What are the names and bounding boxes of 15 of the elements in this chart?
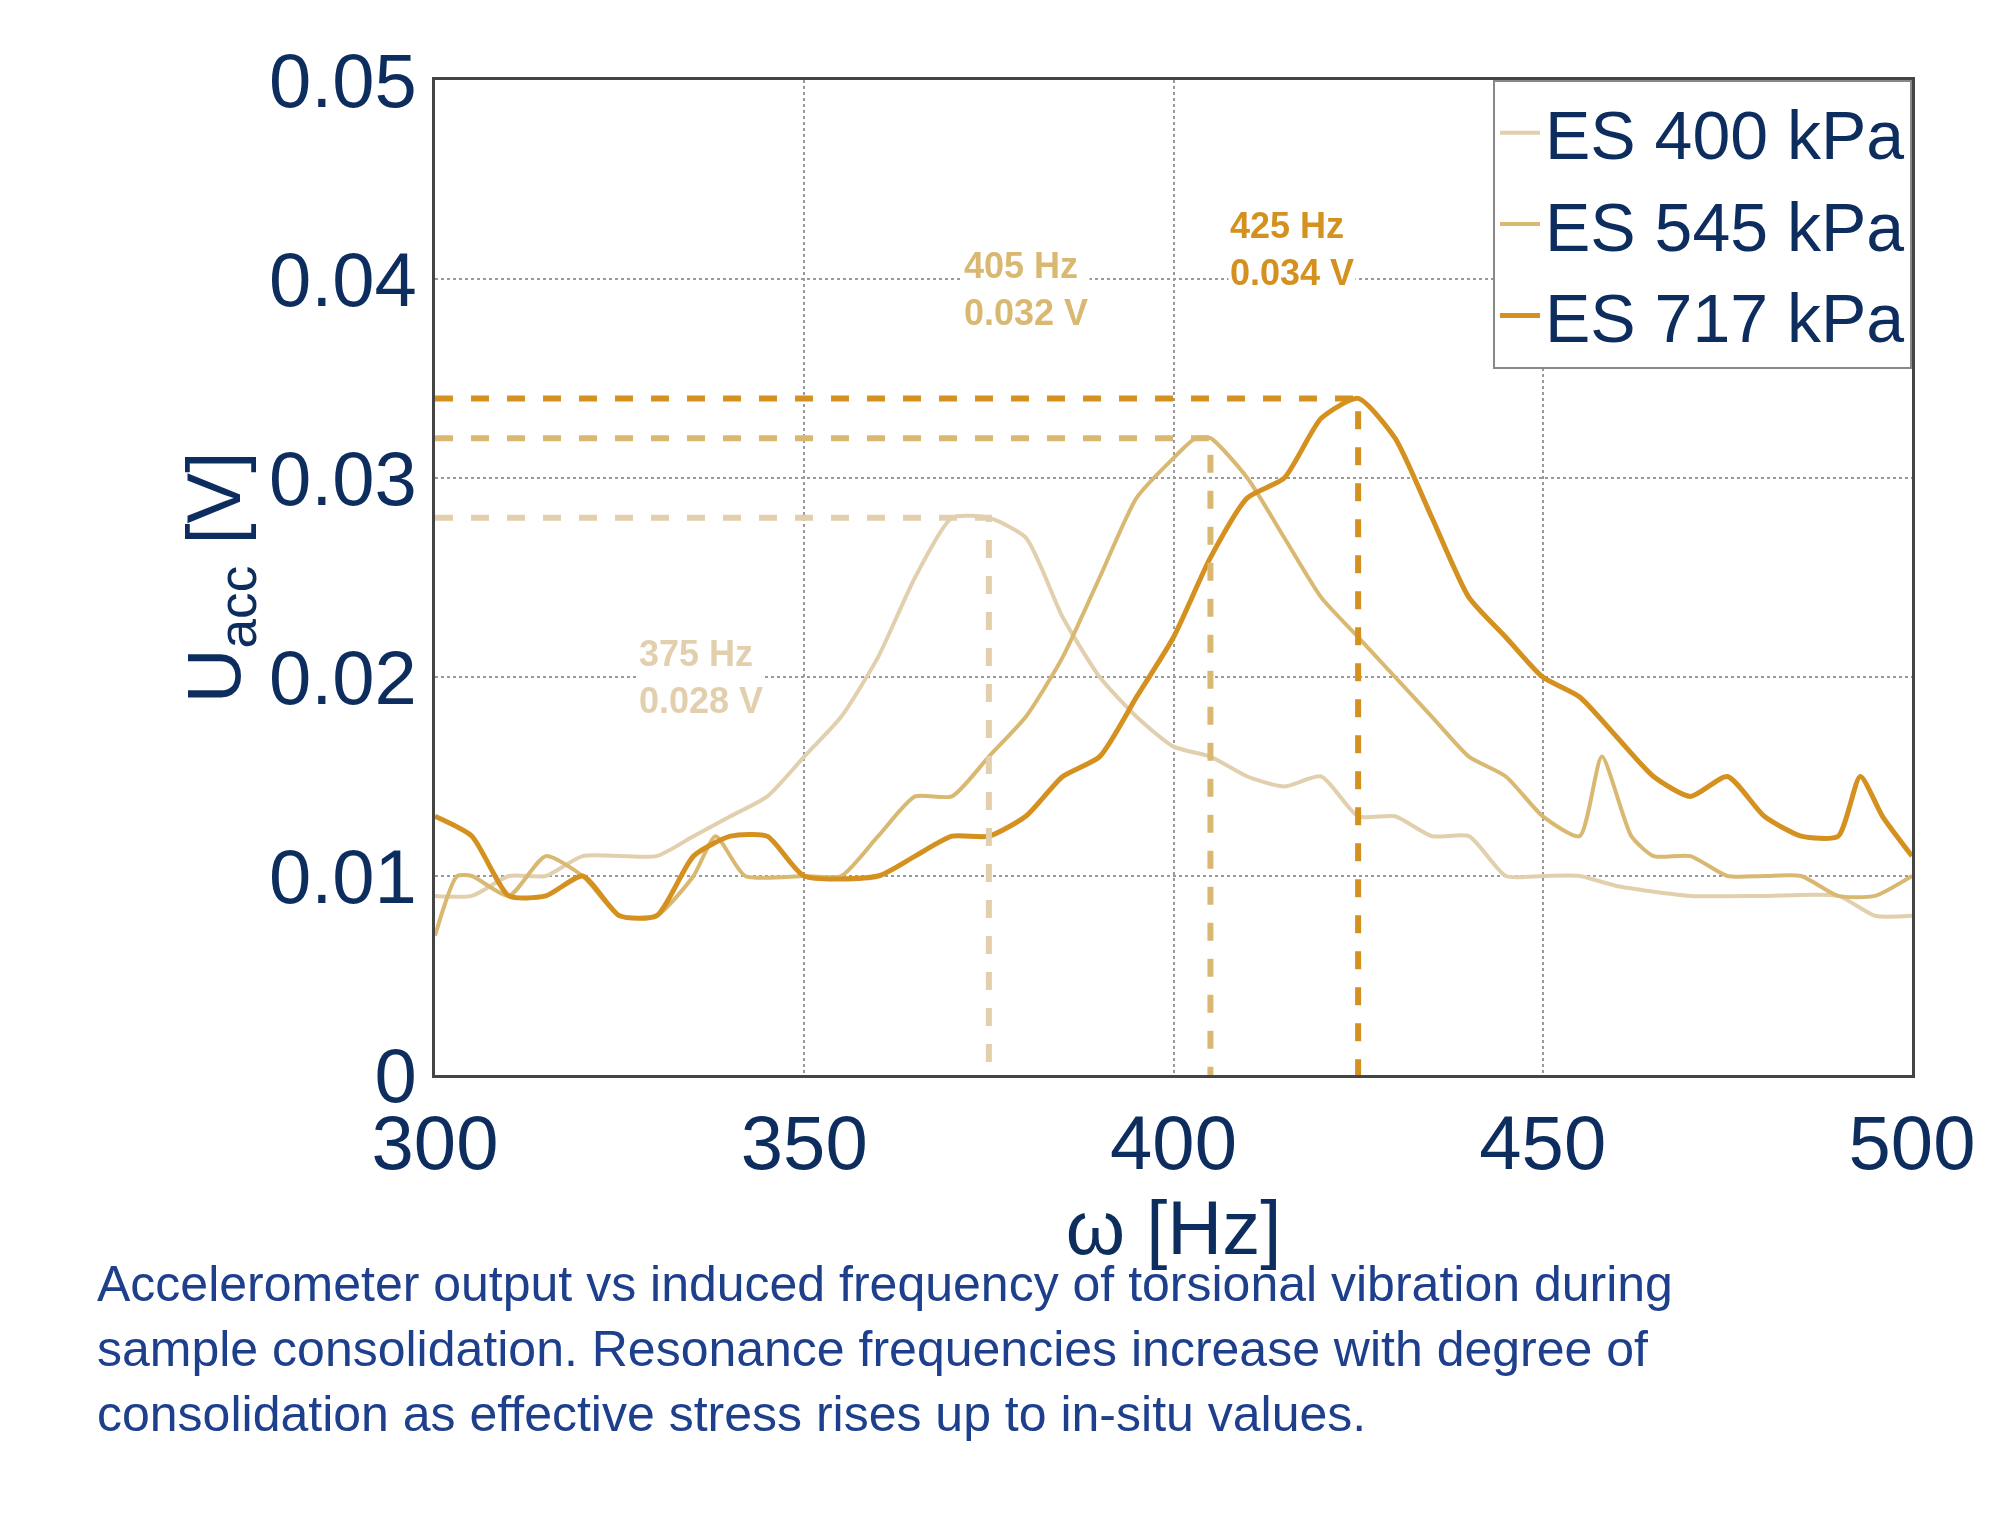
legend-label: ES 545 kPa (1545, 188, 1905, 265)
x-tick-label: 350 (740, 1100, 868, 1186)
annotation: 425 Hz 0.034 V (1230, 205, 1355, 293)
y-tick-label: 0.01 (268, 833, 417, 919)
x-tick-label: 400 (1110, 1100, 1237, 1186)
x-tick-label: 500 (1848, 1100, 1976, 1186)
y-tick-label: 0.05 (268, 37, 417, 123)
legend-label: ES 400 kPa (1545, 97, 1905, 174)
y-tick-label: 0.04 (268, 236, 417, 322)
y-tick-label: 0.02 (268, 634, 417, 720)
y-tick-label: 0.03 (268, 435, 417, 521)
annotation: 375 Hz 0.028 V (639, 633, 764, 721)
legend-label: ES 717 kPa (1545, 280, 1905, 357)
annotation: 405 Hz 0.032 V (964, 245, 1089, 333)
x-tick-label: 450 (1479, 1100, 1607, 1186)
